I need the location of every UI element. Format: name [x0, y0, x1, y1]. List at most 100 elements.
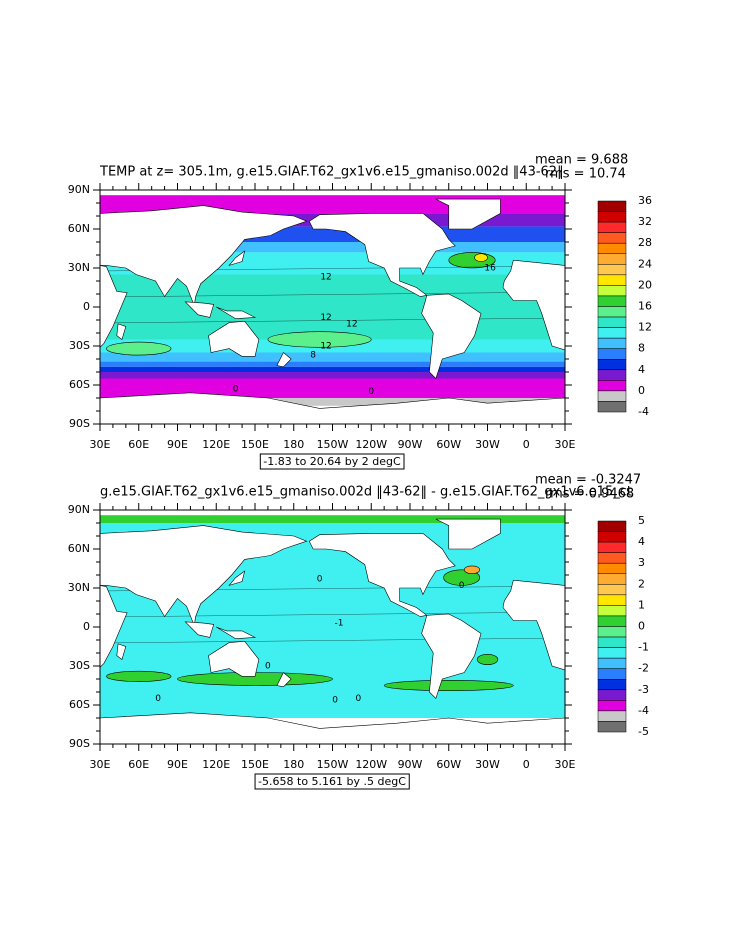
contour-label: -1	[334, 619, 343, 629]
ocean-band	[100, 398, 565, 406]
colorbar-box	[597, 562, 627, 575]
colorbar-box	[597, 380, 627, 392]
ocean-patch	[476, 653, 499, 665]
colorbar-label: 12	[638, 321, 652, 334]
contour-label: 0	[155, 694, 161, 704]
rms-label: rms = 0.9468	[545, 487, 634, 502]
colorbar-box	[597, 253, 627, 265]
colorbar-box	[597, 721, 627, 733]
colorbar-box	[597, 211, 627, 223]
colorbar-box	[597, 359, 627, 371]
lat-label: 30S	[69, 339, 90, 352]
lat-label: 0	[83, 300, 90, 313]
contour-label: 0	[332, 695, 338, 705]
ocean-patch	[106, 670, 172, 682]
ocean-patch	[463, 565, 481, 574]
lat-label: 90S	[69, 737, 90, 750]
range-box	[254, 773, 410, 790]
lon-label: 60W	[436, 758, 461, 771]
colorbar-label: 4	[638, 535, 645, 548]
lat-label: 90S	[69, 417, 90, 430]
ocean-band	[100, 366, 565, 372]
colorbar-box	[597, 594, 627, 606]
colorbar-box	[597, 401, 627, 413]
land	[216, 626, 257, 640]
land	[116, 323, 127, 340]
colorbar-label: 2	[638, 577, 645, 590]
lon-label: 60E	[128, 758, 149, 771]
colorbar-box	[597, 710, 627, 722]
contour-label: 8	[310, 351, 316, 361]
colorbar-box	[597, 242, 627, 254]
land	[502, 579, 565, 671]
lat-label: 60N	[68, 222, 90, 235]
colorbar-box	[597, 615, 627, 627]
colorbar-label: 4	[638, 363, 645, 376]
colorbar-box	[597, 327, 627, 339]
contour	[100, 291, 565, 298]
contour-label: 12	[320, 342, 331, 352]
colorbar-box	[597, 200, 627, 212]
lon-label: 30E	[90, 758, 111, 771]
land	[308, 213, 456, 297]
colorbar-label: -4	[638, 704, 649, 717]
colorbar-box	[597, 264, 627, 276]
colorbar-box	[597, 668, 627, 680]
land	[208, 320, 260, 357]
colorbar-box	[597, 221, 627, 233]
ocean-band	[100, 242, 565, 253]
ocean-band	[100, 352, 565, 362]
land	[100, 585, 128, 668]
colorbar-label: 32	[638, 215, 652, 228]
colorbar-box	[597, 584, 627, 596]
map	[100, 190, 565, 424]
lon-label: 30E	[555, 758, 576, 771]
land	[116, 643, 127, 660]
colorbar-box	[597, 700, 627, 712]
colorbar-box	[597, 295, 627, 307]
lat-label: 30S	[69, 659, 90, 672]
contour-label: 0	[355, 694, 361, 704]
ocean-band	[100, 274, 565, 340]
land	[216, 306, 257, 320]
colorbar-box	[597, 306, 627, 318]
colorbar-box	[597, 369, 627, 381]
contour-label: 0	[317, 574, 323, 584]
lon-label: 90E	[167, 758, 188, 771]
colorbar-box	[597, 274, 627, 286]
lat-label: 60S	[69, 698, 90, 711]
lon-label: 180	[283, 438, 304, 451]
colorbar-label: 0	[638, 384, 645, 397]
land	[100, 392, 565, 424]
colorbar-label: -5	[638, 725, 649, 738]
colorbar-box	[597, 626, 627, 638]
lon-label: 120W	[355, 758, 387, 771]
land	[276, 352, 292, 368]
lon-label: 180	[283, 758, 304, 771]
colorbar-box	[597, 232, 627, 244]
colorbar-box	[597, 348, 627, 360]
land	[100, 525, 308, 627]
land	[421, 613, 482, 700]
colorbar-box	[597, 573, 627, 585]
ocean-band	[100, 361, 565, 367]
ocean-patch	[106, 341, 172, 356]
colorbar-label: 36	[638, 194, 652, 207]
contour-label: 12	[320, 273, 331, 283]
land	[276, 672, 292, 688]
land	[100, 205, 308, 307]
lon-label: 120W	[355, 438, 387, 451]
range-label: -5.658 to 5.161 by .5 degC	[258, 775, 406, 788]
colorbar-label: 28	[638, 236, 652, 249]
lon-label: 90W	[398, 758, 423, 771]
panel-title: g.e15.GIAF.T62_gx1v6.e15_gmaniso.002d ‖4…	[100, 485, 632, 500]
colorbar-label: -3	[638, 683, 649, 696]
lat-label: 60S	[69, 378, 90, 391]
colorbar-box	[597, 605, 627, 617]
lon-label: 150W	[317, 758, 349, 771]
mean-label: mean = 9.688	[535, 153, 628, 168]
range-label: -1.83 to 20.64 by 2 degC	[263, 455, 401, 468]
colorbar-box	[597, 520, 627, 532]
land	[100, 712, 565, 744]
